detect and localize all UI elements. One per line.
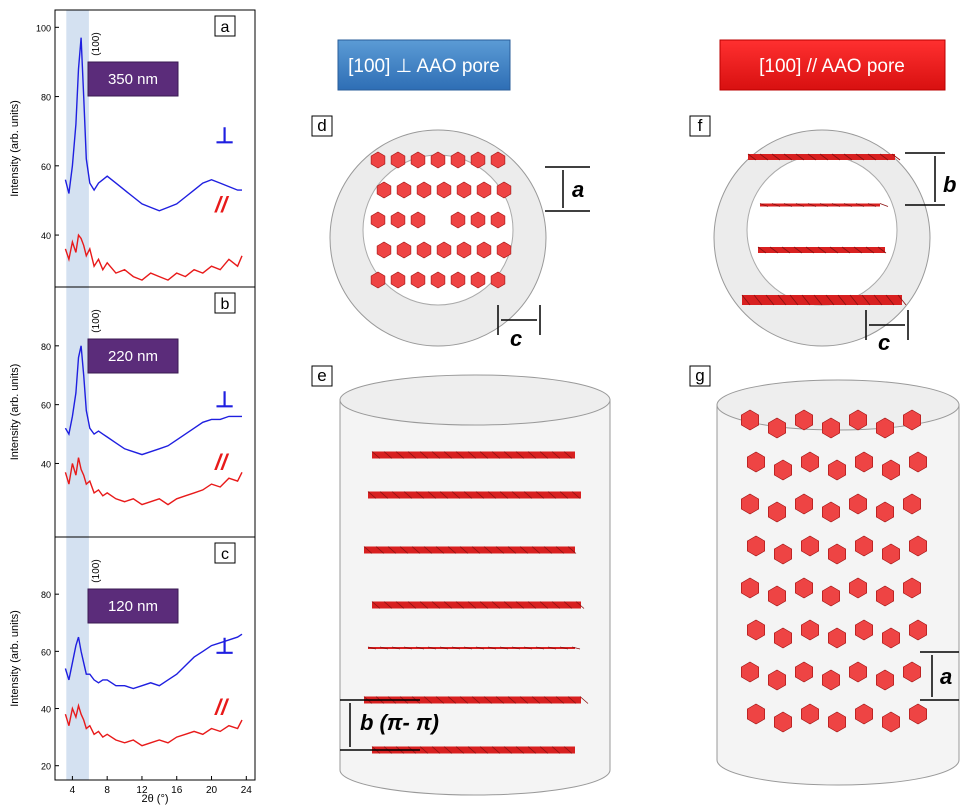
page: {"chart_data": [ {"type": "line", "panel… <box>0 0 961 806</box>
y-tick-label: 60 <box>41 401 51 411</box>
xrd-line <box>65 235 242 280</box>
diagram-title: [100] // AAO pore <box>759 56 905 77</box>
y-tick-label: 40 <box>41 459 51 469</box>
y-tick-label: 100 <box>36 23 51 33</box>
y-tick-label: 80 <box>41 590 51 600</box>
x-tick-label: 24 <box>241 785 253 796</box>
y-tick-label: 20 <box>41 762 51 772</box>
y-tick-label: 60 <box>41 162 51 172</box>
size-label: 120 nm <box>108 598 158 615</box>
dimension-label: b <box>943 172 956 197</box>
y-tick-label: 80 <box>41 342 51 352</box>
legend-label: // <box>214 192 230 217</box>
span-highlight <box>66 287 89 537</box>
y-axis-label: Intensity (arb. units) <box>9 100 21 197</box>
panel-letter: c <box>221 546 229 563</box>
figure: [100] ⊥ AAO pore [100] // AAO pore d e f… <box>0 0 961 806</box>
legend-label: ⊥ <box>215 634 234 659</box>
x-tick-label: 16 <box>171 785 183 796</box>
y-tick-label: 40 <box>41 705 51 715</box>
legend-label: ⊥ <box>215 123 234 148</box>
x-axis-label: 2θ (°) <box>141 793 168 805</box>
legend-label: ⊥ <box>215 387 234 412</box>
dimension-label: c <box>878 330 890 355</box>
legend-label: // <box>214 694 230 719</box>
y-tick-label: 60 <box>41 647 51 657</box>
cylinder <box>340 400 610 795</box>
dimension-label: a <box>572 177 584 202</box>
size-label: 350 nm <box>108 71 158 88</box>
peak-label: (100) <box>91 559 102 582</box>
dimension-label: b (π- π) <box>360 710 439 735</box>
y-tick-label: 40 <box>41 231 51 241</box>
pore-inner <box>747 155 897 305</box>
diagram-title: [100] ⊥ AAO pore <box>348 56 500 77</box>
panel-letter: g <box>695 366 704 385</box>
panel-letter: f <box>698 116 703 135</box>
span-highlight <box>66 537 89 780</box>
dimension-label: c <box>510 326 522 351</box>
xrd-charts: 40 60 80 100 ⊥ // a 350 nm (100) Intensity (arb. … <box>9 10 255 805</box>
x-tick-label: 4 <box>70 785 76 796</box>
panel-letter: d <box>317 116 326 135</box>
peak-label: (100) <box>91 309 102 332</box>
cylinder-top <box>340 375 610 425</box>
y-axis-label: Intensity (arb. units) <box>9 610 21 707</box>
size-label: 220 nm <box>108 348 158 365</box>
panel-letter: a <box>221 19 230 36</box>
y-axis-label: Intensity (arb. units) <box>9 364 21 461</box>
y-tick-label: 80 <box>41 93 51 103</box>
panel-letter: e <box>317 366 326 385</box>
peak-label: (100) <box>91 32 102 55</box>
legend-label: // <box>214 450 230 475</box>
x-tick-label: 20 <box>206 785 218 796</box>
panel-letter: b <box>221 296 230 313</box>
x-tick-label: 8 <box>104 785 110 796</box>
dimension-label: a <box>940 664 952 689</box>
